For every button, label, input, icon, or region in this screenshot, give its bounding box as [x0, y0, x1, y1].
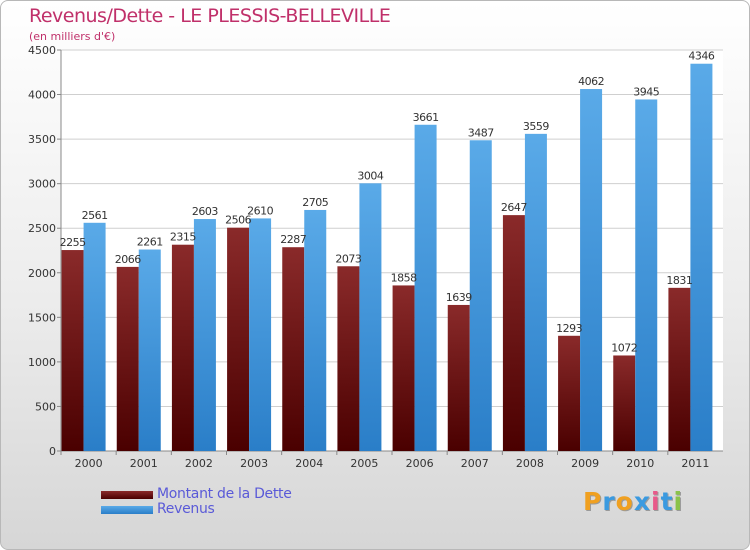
bar-debt-2000	[61, 250, 84, 451]
bar-layer	[61, 63, 713, 451]
logo-letter: t	[660, 487, 674, 516]
legend-swatch-debt	[101, 490, 153, 499]
bar-debt-2001	[116, 266, 139, 451]
x-tick-label: 2003	[240, 457, 268, 470]
bar-revenue-2003	[249, 218, 272, 451]
data-label-revenue-2002: 2603	[192, 205, 218, 218]
legend-label-debt: Montant de la Dette	[157, 486, 292, 502]
data-label-revenue-2000: 2561	[82, 209, 108, 222]
logo-letter: o	[615, 487, 634, 516]
y-tick-label: 1500	[28, 311, 56, 324]
data-label-debt-2002: 2315	[170, 231, 196, 244]
data-label-debt-2001: 2066	[115, 253, 141, 266]
data-label-revenue-2011: 4346	[688, 50, 714, 63]
bar-debt-2004	[282, 247, 305, 451]
data-label-debt-2008: 2647	[501, 201, 527, 214]
x-tick-label: 2006	[406, 457, 434, 470]
data-label-revenue-2006: 3661	[413, 111, 439, 124]
y-tick-label: 3000	[28, 178, 56, 191]
legend-swatch-revenue	[101, 505, 153, 514]
y-tick-label: 2500	[28, 222, 56, 235]
bar-debt-2003	[227, 227, 250, 451]
bar-revenue-2011	[690, 63, 713, 451]
data-label-revenue-2007: 3487	[468, 126, 494, 139]
bar-revenue-2010	[635, 99, 658, 451]
y-tick-label: 1000	[28, 356, 56, 369]
legend-item-debt: Montant de la Dette	[101, 487, 292, 502]
bar-revenue-2006	[414, 124, 437, 451]
x-tick-label: 2005	[350, 457, 378, 470]
data-label-debt-2007: 1639	[446, 291, 472, 304]
data-label-debt-2009: 1293	[556, 322, 582, 335]
data-label-debt-2006: 1858	[391, 271, 417, 284]
y-tick-label: 500	[35, 400, 56, 413]
bar-revenue-2005	[359, 183, 382, 451]
legend-item-revenue: Revenus	[101, 502, 292, 517]
y-tick-label: 2000	[28, 267, 56, 280]
logo-letter: P	[583, 487, 603, 516]
bar-debt-2002	[171, 244, 194, 451]
data-label-debt-2000: 2255	[60, 236, 86, 249]
data-label-revenue-2004: 2705	[302, 196, 328, 209]
data-label-revenue-2010: 3945	[633, 85, 659, 98]
bar-revenue-2007	[469, 140, 492, 451]
data-label-debt-2003: 2506	[225, 214, 251, 227]
x-tick-label: 2011	[681, 457, 709, 470]
chart-title: Revenus/Dette - LE PLESSIS-BELLEVILLE	[29, 5, 391, 27]
x-tick-label: 2001	[130, 457, 158, 470]
bar-revenue-2001	[138, 249, 161, 451]
legend: Montant de la Dette Revenus	[101, 487, 292, 517]
y-tick-label: 4000	[28, 89, 56, 102]
data-label-revenue-2009: 4062	[578, 75, 604, 88]
y-tick-label: 4500	[28, 44, 56, 57]
x-tick-label: 2008	[516, 457, 544, 470]
x-tick-label: 2009	[571, 457, 599, 470]
chart-subtitle: (en milliers d'€)	[29, 30, 116, 43]
bar-revenue-2004	[304, 209, 327, 451]
logo-letter: i	[651, 487, 661, 516]
bar-revenue-2008	[524, 133, 547, 451]
bar-revenue-2009	[580, 89, 603, 451]
x-tick-label: 2010	[626, 457, 654, 470]
data-label-revenue-2001: 2261	[137, 236, 163, 249]
data-label-debt-2010: 1072	[611, 341, 637, 354]
bar-debt-2011	[668, 287, 691, 451]
data-label-revenue-2003: 2610	[247, 204, 273, 217]
x-tick-label: 2007	[461, 457, 489, 470]
logo-letter: r	[602, 487, 616, 516]
bar-debt-2010	[613, 355, 636, 451]
data-label-debt-2011: 1831	[666, 274, 692, 287]
logo-letter: x	[633, 487, 651, 516]
x-tick-label: 2004	[295, 457, 323, 470]
data-label-revenue-2008: 3559	[523, 120, 549, 133]
bar-debt-2005	[337, 266, 360, 451]
legend-label-revenue: Revenus	[157, 501, 215, 517]
logo-letter: i	[673, 487, 684, 516]
y-tick-label: 0	[49, 445, 56, 458]
bar-debt-2009	[558, 335, 581, 451]
data-label-debt-2004: 2287	[280, 233, 306, 246]
x-tick-label: 2000	[75, 457, 103, 470]
label-layer: 0 500 1000 1500 2000 2500 3000 3500 4000 4500 2000…	[28, 44, 715, 470]
bar-revenue-2000	[83, 222, 106, 451]
grid-layer	[57, 49, 723, 455]
bar-debt-2007	[447, 304, 470, 451]
plot-area	[61, 50, 723, 451]
y-tick-label: 3500	[28, 133, 56, 146]
bar-debt-2006	[392, 285, 415, 451]
bar-revenue-2002	[193, 219, 216, 451]
proxiti-logo: Proxiti	[583, 487, 683, 516]
bar-debt-2008	[502, 215, 525, 451]
x-tick-label: 2002	[185, 457, 213, 470]
data-label-revenue-2005: 3004	[357, 169, 383, 182]
data-label-debt-2005: 2073	[335, 252, 361, 265]
